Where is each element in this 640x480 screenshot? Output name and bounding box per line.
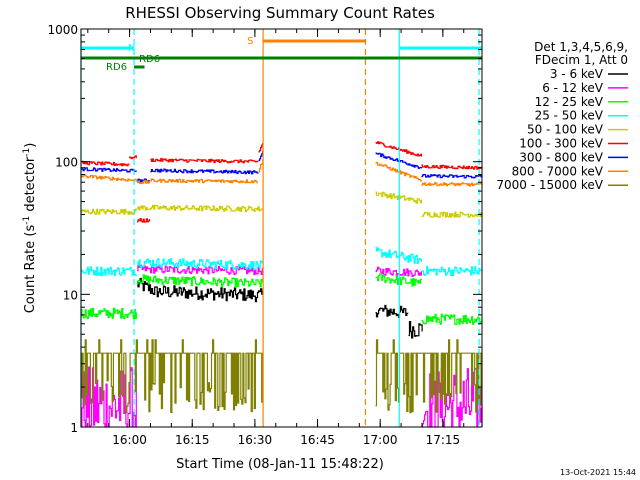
night-label: N — [128, 43, 135, 54]
y-axis-label-end: ) — [23, 143, 38, 148]
series-1-segment-4 — [375, 304, 409, 318]
series-7-segment-6 — [421, 174, 483, 179]
y-axis-label-sup-2: -1 — [22, 148, 32, 157]
series-4-segment-2 — [137, 258, 263, 271]
series-1 — [137, 277, 423, 339]
series-8-segment-1 — [81, 174, 137, 182]
y-axis-label-mid: detector — [23, 156, 38, 216]
series-2 — [81, 264, 483, 428]
series-4-segment-4 — [421, 266, 483, 277]
series-3-segment-4 — [421, 313, 483, 325]
plot-area: N S RD6 RD6 — [80, 29, 483, 428]
y-tick-label-2: 10 — [63, 288, 78, 302]
legend-header-2: FDecim 1, Att 0 — [535, 53, 628, 67]
y-tick-label-4: 1000 — [47, 23, 78, 37]
series-4-segment-1 — [81, 266, 137, 277]
series-8-segment-6 — [421, 181, 483, 187]
series-1-segment-3 — [156, 285, 264, 303]
series-6-segment-3 — [137, 218, 151, 223]
series-8 — [81, 159, 483, 187]
series-7-segment-4 — [258, 150, 264, 162]
series-7 — [81, 150, 483, 183]
series-6-segment-1 — [81, 160, 130, 167]
series-8-segment-5 — [375, 161, 422, 182]
series-3-segment-1 — [81, 307, 137, 320]
y-tick-label-1: 1 — [70, 421, 78, 435]
series-1-segment-2 — [137, 277, 157, 295]
series-7-segment-3 — [150, 168, 259, 175]
legend-label-4: 25 - 50 keV — [535, 109, 604, 123]
series-5-segment-3 — [375, 191, 422, 204]
y-axis-label: Count Rate (s-1 detector-1) — [22, 143, 38, 314]
series-4-segment-3 — [375, 246, 422, 264]
timestamp: 13-Oct-2021 15:44 — [560, 468, 636, 477]
rd6-label-2: RD6 — [106, 62, 127, 73]
x-tick-label-4: 16:45 — [300, 433, 335, 447]
y-tick-label-3: 100 — [55, 156, 78, 170]
y-axis-label-main: Count Rate (s — [23, 225, 38, 314]
x-axis-label: Start Time (08-Jan-11 15:48:22) — [176, 457, 384, 472]
x-tick-label-5: 17:00 — [363, 433, 398, 447]
series-9-segment-2 — [375, 339, 483, 414]
series-2-segment-2 — [137, 264, 263, 276]
legend-label-7: 300 - 800 keV — [519, 150, 603, 164]
series-1-segment-5 — [408, 321, 423, 339]
x-tick-label-6: 17:15 — [426, 433, 461, 447]
series-2-segment-3 — [375, 266, 422, 277]
legend-label-3: 12 - 25 keV — [535, 95, 604, 109]
series-9-segment-1 — [81, 339, 264, 414]
legend-label-1: 3 - 6 keV — [550, 67, 604, 81]
series-7-segment-5 — [375, 152, 422, 169]
series-3 — [81, 273, 483, 325]
x-tick-label-3: 16:30 — [238, 433, 273, 447]
x-tick-label-2: 16:15 — [175, 433, 210, 447]
y-axis-label-sup-1: -1 — [22, 216, 32, 225]
legend-header-1: Det 1,3,4,5,6,9, — [534, 40, 628, 54]
series-5-segment-4 — [421, 211, 483, 218]
series-8-segment-2 — [137, 180, 151, 185]
series-7-segment-1 — [81, 167, 137, 173]
rd6-label-1: RD6 — [139, 54, 160, 65]
x-tick-label-1: 16:00 — [112, 433, 147, 447]
legend-label-6: 100 - 300 keV — [519, 137, 603, 151]
plot-frame — [80, 28, 483, 428]
series-9 — [81, 339, 483, 414]
legend-label-5: 50 - 100 keV — [527, 123, 604, 137]
series-5-segment-1 — [81, 208, 137, 215]
series-5-segment-2 — [137, 204, 263, 212]
series-3-segment-2 — [137, 274, 263, 288]
series-5 — [81, 191, 483, 218]
series-8-segment-4 — [258, 159, 264, 173]
series-6-segment-5 — [258, 143, 264, 153]
series-6-segment-2 — [129, 155, 137, 160]
chart-title: RHESSI Observing Summary Count Rates — [125, 4, 435, 22]
series-6 — [81, 141, 483, 223]
legend-label-9: 7000 - 15000 keV — [496, 178, 603, 192]
series-4 — [81, 246, 483, 277]
legend-label-8: 800 - 7000 keV — [512, 164, 604, 178]
legend: Det 1,3,4,5,6,9, FDecim 1, Att 0 3 - 6 k… — [496, 40, 628, 192]
legend-label-2: 6 - 12 keV — [542, 81, 604, 95]
saa-label: S — [247, 36, 253, 47]
axis-ticks: 16:00 16:15 16:30 16:45 17:00 17:15 1 10 100 1000 — [47, 23, 482, 447]
series-8-segment-3 — [150, 178, 258, 184]
series-3-segment-3 — [375, 273, 422, 287]
series-6-segment-7 — [421, 164, 483, 170]
series-6-segment-4 — [150, 157, 259, 164]
